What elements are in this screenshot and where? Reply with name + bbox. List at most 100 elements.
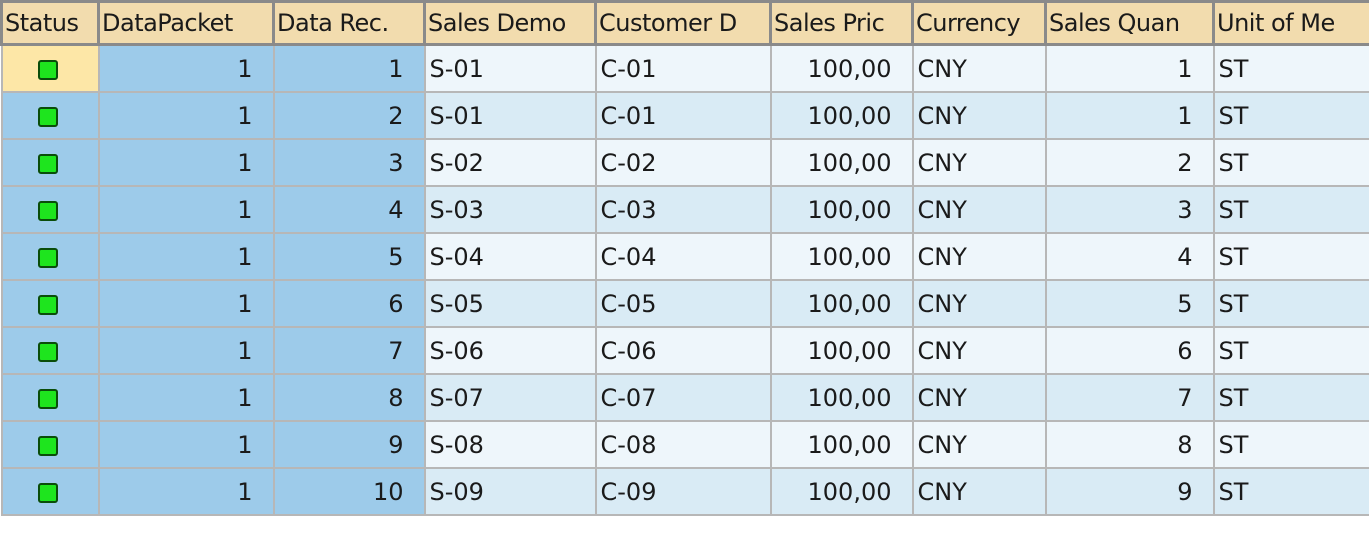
sales-demo-cell[interactable]: S-03 — [423, 185, 597, 234]
currency-cell[interactable]: CNY — [911, 232, 1047, 281]
datapacket-cell[interactable]: 1 — [97, 91, 275, 140]
datapacket-cell[interactable]: 1 — [97, 420, 275, 469]
column-header-currency[interactable]: Currency — [911, 0, 1047, 46]
sales-quantity-cell[interactable]: 7 — [1044, 373, 1215, 422]
customer-cell[interactable]: C-05 — [594, 279, 772, 328]
customer-cell[interactable]: C-07 — [594, 373, 772, 422]
currency-cell[interactable]: CNY — [911, 279, 1047, 328]
sales-price-cell[interactable]: 100,00 — [769, 326, 914, 375]
column-header-sales-price[interactable]: Sales Pric — [769, 0, 914, 46]
data-rec-cell[interactable]: 6 — [272, 279, 426, 328]
table-row[interactable]: 1 10 S-09 C-09 100,00 CNY 9 ST — [0, 467, 1369, 516]
datapacket-cell[interactable]: 1 — [97, 43, 275, 93]
unit-of-measure-cell[interactable]: ST — [1212, 420, 1369, 469]
table-row[interactable]: 1 1 S-01 C-01 100,00 CNY 1 ST — [0, 43, 1369, 93]
column-header-customer[interactable]: Customer D — [594, 0, 772, 46]
unit-of-measure-cell[interactable]: ST — [1212, 43, 1369, 93]
sales-price-cell[interactable]: 100,00 — [769, 185, 914, 234]
unit-of-measure-cell[interactable]: ST — [1212, 91, 1369, 140]
currency-cell[interactable]: CNY — [911, 43, 1047, 93]
sales-demo-cell[interactable]: S-07 — [423, 373, 597, 422]
table-row[interactable]: 1 7 S-06 C-06 100,00 CNY 6 ST — [0, 326, 1369, 375]
sales-demo-cell[interactable]: S-08 — [423, 420, 597, 469]
customer-cell[interactable]: C-08 — [594, 420, 772, 469]
column-header-status[interactable]: Status — [0, 0, 100, 46]
sales-price-cell[interactable]: 100,00 — [769, 138, 914, 187]
status-cell[interactable] — [0, 232, 100, 281]
customer-cell[interactable]: C-06 — [594, 326, 772, 375]
datapacket-cell[interactable]: 1 — [97, 279, 275, 328]
unit-of-measure-cell[interactable]: ST — [1212, 185, 1369, 234]
sales-price-cell[interactable]: 100,00 — [769, 91, 914, 140]
sales-price-cell[interactable]: 100,00 — [769, 232, 914, 281]
column-header-unit-of-measure[interactable]: Unit of Me — [1212, 0, 1369, 46]
sales-demo-cell[interactable]: S-02 — [423, 138, 597, 187]
data-rec-cell[interactable]: 3 — [272, 138, 426, 187]
currency-cell[interactable]: CNY — [911, 185, 1047, 234]
status-cell[interactable] — [0, 279, 100, 328]
table-row[interactable]: 1 3 S-02 C-02 100,00 CNY 2 ST — [0, 138, 1369, 187]
datapacket-cell[interactable]: 1 — [97, 373, 275, 422]
currency-cell[interactable]: CNY — [911, 326, 1047, 375]
status-cell[interactable] — [0, 326, 100, 375]
status-cell[interactable] — [0, 420, 100, 469]
datapacket-cell[interactable]: 1 — [97, 138, 275, 187]
sales-price-cell[interactable]: 100,00 — [769, 420, 914, 469]
data-rec-cell[interactable]: 1 — [272, 43, 426, 93]
currency-cell[interactable]: CNY — [911, 138, 1047, 187]
sales-quantity-cell[interactable]: 8 — [1044, 420, 1215, 469]
data-rec-cell[interactable]: 8 — [272, 373, 426, 422]
datapacket-cell[interactable]: 1 — [97, 326, 275, 375]
sales-quantity-cell[interactable]: 1 — [1044, 91, 1215, 140]
unit-of-measure-cell[interactable]: ST — [1212, 232, 1369, 281]
column-header-sales-demo[interactable]: Sales Demo — [423, 0, 597, 46]
status-cell[interactable] — [0, 185, 100, 234]
data-rec-cell[interactable]: 2 — [272, 91, 426, 140]
sales-quantity-cell[interactable]: 4 — [1044, 232, 1215, 281]
customer-cell[interactable]: C-01 — [594, 91, 772, 140]
sales-price-cell[interactable]: 100,00 — [769, 279, 914, 328]
customer-cell[interactable]: C-03 — [594, 185, 772, 234]
data-rec-cell[interactable]: 10 — [272, 467, 426, 516]
sales-quantity-cell[interactable]: 9 — [1044, 467, 1215, 516]
customer-cell[interactable]: C-01 — [594, 43, 772, 93]
column-header-datapacket[interactable]: DataPacket — [97, 0, 275, 46]
status-cell[interactable] — [0, 467, 100, 516]
sales-demo-cell[interactable]: S-09 — [423, 467, 597, 516]
datapacket-cell[interactable]: 1 — [97, 232, 275, 281]
unit-of-measure-cell[interactable]: ST — [1212, 279, 1369, 328]
sales-price-cell[interactable]: 100,00 — [769, 43, 914, 93]
customer-cell[interactable]: C-09 — [594, 467, 772, 516]
table-row[interactable]: 1 2 S-01 C-01 100,00 CNY 1 ST — [0, 91, 1369, 140]
customer-cell[interactable]: C-04 — [594, 232, 772, 281]
table-row[interactable]: 1 6 S-05 C-05 100,00 CNY 5 ST — [0, 279, 1369, 328]
sales-price-cell[interactable]: 100,00 — [769, 467, 914, 516]
sales-quantity-cell[interactable]: 2 — [1044, 138, 1215, 187]
table-row[interactable]: 1 5 S-04 C-04 100,00 CNY 4 ST — [0, 232, 1369, 281]
status-cell[interactable] — [0, 373, 100, 422]
table-row[interactable]: 1 8 S-07 C-07 100,00 CNY 7 ST — [0, 373, 1369, 422]
status-cell[interactable] — [0, 91, 100, 140]
data-rec-cell[interactable]: 9 — [272, 420, 426, 469]
column-header-sales-quantity[interactable]: Sales Quan — [1044, 0, 1215, 46]
status-cell[interactable] — [0, 43, 100, 93]
sales-demo-cell[interactable]: S-01 — [423, 43, 597, 93]
data-rec-cell[interactable]: 5 — [272, 232, 426, 281]
status-cell[interactable] — [0, 138, 100, 187]
sales-quantity-cell[interactable]: 3 — [1044, 185, 1215, 234]
unit-of-measure-cell[interactable]: ST — [1212, 467, 1369, 516]
sales-quantity-cell[interactable]: 5 — [1044, 279, 1215, 328]
sales-demo-cell[interactable]: S-06 — [423, 326, 597, 375]
sales-demo-cell[interactable]: S-01 — [423, 91, 597, 140]
sales-quantity-cell[interactable]: 1 — [1044, 43, 1215, 93]
unit-of-measure-cell[interactable]: ST — [1212, 373, 1369, 422]
datapacket-cell[interactable]: 1 — [97, 467, 275, 516]
currency-cell[interactable]: CNY — [911, 373, 1047, 422]
currency-cell[interactable]: CNY — [911, 420, 1047, 469]
sales-price-cell[interactable]: 100,00 — [769, 373, 914, 422]
currency-cell[interactable]: CNY — [911, 91, 1047, 140]
customer-cell[interactable]: C-02 — [594, 138, 772, 187]
sales-demo-cell[interactable]: S-04 — [423, 232, 597, 281]
sales-quantity-cell[interactable]: 6 — [1044, 326, 1215, 375]
table-row[interactable]: 1 9 S-08 C-08 100,00 CNY 8 ST — [0, 420, 1369, 469]
